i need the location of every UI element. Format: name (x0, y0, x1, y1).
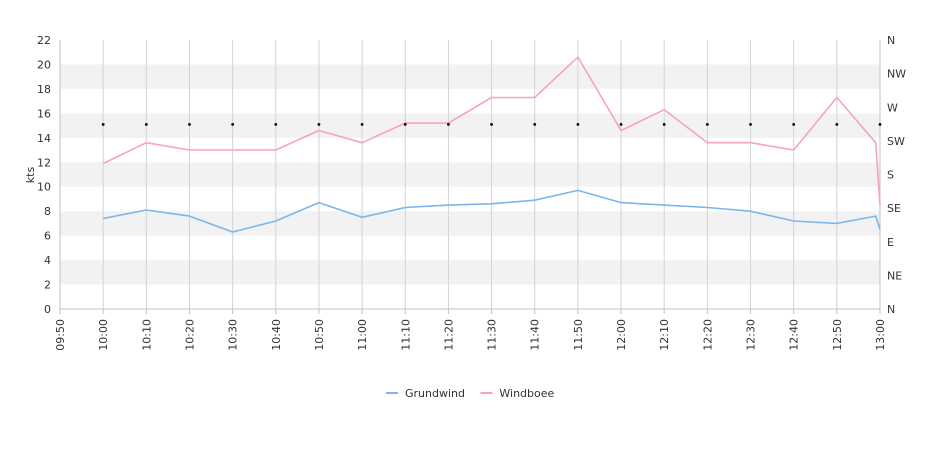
x-tick-label: 09:50 (54, 319, 67, 351)
plot-bands (60, 40, 880, 309)
vertical-gridlines (59, 40, 881, 309)
right-tick-label: S (887, 169, 894, 182)
direction-point (705, 123, 709, 126)
x-tick-label: 10:00 (97, 319, 110, 351)
y-tick-label: 14 (37, 132, 51, 145)
x-tick-label: 10:50 (313, 319, 326, 351)
legend-item-grundwind[interactable]: Grundwind (386, 387, 465, 400)
plot-band (60, 186, 880, 212)
x-tick-label: 12:20 (701, 319, 714, 351)
y-axis-ticks: 0 2 4 6 8 10 12 14 16 18 20 22 (37, 34, 51, 316)
y-tick-label: 4 (44, 254, 51, 267)
x-tick-label: 10:30 (227, 319, 240, 351)
right-tick-label: E (887, 236, 894, 249)
x-axis-ticks: 09:50 10:00 10:10 10:20 10:30 10:40 10:50 11:00… (54, 309, 887, 351)
direction-point (403, 123, 407, 126)
y-tick-label: 8 (44, 205, 51, 218)
y-tick-label: 10 (37, 181, 51, 194)
direction-point (274, 123, 278, 126)
x-tick-label: 11:50 (572, 319, 585, 351)
x-tick-label: 11:20 (442, 319, 455, 351)
x-tick-label: 11:30 (486, 319, 499, 351)
direction-point (878, 123, 882, 126)
x-tick-label: 13:00 (874, 319, 887, 351)
direction-point (317, 123, 321, 126)
right-tick-label: NW (887, 68, 906, 81)
right-tick-label: W (887, 101, 898, 114)
plot-band (60, 235, 880, 261)
plot-band (60, 64, 880, 89)
series-layer (101, 56, 882, 233)
direction-point (662, 123, 666, 126)
direction-dots (101, 123, 882, 126)
plot-band (60, 137, 880, 163)
direction-point (144, 123, 148, 126)
x-tick-label: 10:40 (270, 319, 283, 351)
x-tick-label: 12:00 (615, 319, 628, 351)
plot-band (60, 211, 880, 236)
plot-band (60, 40, 880, 65)
direction-point (231, 123, 235, 126)
right-axis-ticks: N NE E SE S SW W NW N (887, 34, 906, 316)
x-tick-label: 12:50 (831, 319, 844, 351)
direction-point (835, 123, 839, 126)
x-tick-label: 11:40 (529, 319, 542, 351)
y-axis-label: kts (24, 167, 37, 184)
y-tick-label: 2 (44, 279, 51, 292)
legend-label: Grundwind (405, 387, 465, 400)
direction-point (101, 123, 105, 126)
plot-frame (59, 40, 881, 310)
series-line-windboee (102, 56, 881, 206)
right-tick-label: SE (887, 202, 901, 215)
y-tick-label: 18 (37, 83, 51, 96)
y-tick-label: 22 (37, 34, 51, 47)
plot-band (60, 284, 880, 309)
x-tick-label: 10:20 (183, 319, 196, 351)
x-tick-label: 11:00 (356, 319, 369, 351)
direction-point (619, 123, 623, 126)
series-line-grundwind (103, 189, 881, 233)
direction-point (576, 123, 580, 126)
right-tick-label: SW (887, 135, 905, 148)
x-tick-label: 12:40 (788, 319, 801, 351)
x-tick-label: 10:10 (140, 319, 153, 351)
y-tick-label: 20 (37, 58, 51, 71)
y-tick-label: 0 (44, 303, 51, 316)
direction-point (188, 123, 191, 126)
direction-point (792, 123, 796, 126)
direction-point (490, 123, 493, 126)
right-tick-label: NE (887, 269, 902, 282)
x-tick-label: 12:30 (745, 319, 758, 351)
right-tick-label: N (887, 303, 895, 316)
plot-band (60, 260, 880, 285)
right-tick-label: N (887, 34, 895, 47)
plot-band (60, 113, 880, 138)
y-tick-label: 6 (44, 230, 51, 243)
y-tick-label: 16 (37, 107, 51, 120)
direction-point (360, 123, 364, 126)
x-tick-label: 11:10 (399, 319, 412, 351)
x-tick-label: 12:10 (658, 319, 671, 351)
plot-band (60, 162, 880, 187)
legend[interactable]: Grundwind Windboee (386, 387, 555, 400)
y-tick-label: 12 (37, 156, 51, 169)
plot-band (60, 88, 880, 114)
direction-point (533, 123, 537, 126)
direction-point (749, 123, 752, 126)
legend-label: Windboee (499, 387, 554, 400)
direction-point (447, 123, 450, 126)
legend-item-windboee[interactable]: Windboee (480, 387, 555, 400)
